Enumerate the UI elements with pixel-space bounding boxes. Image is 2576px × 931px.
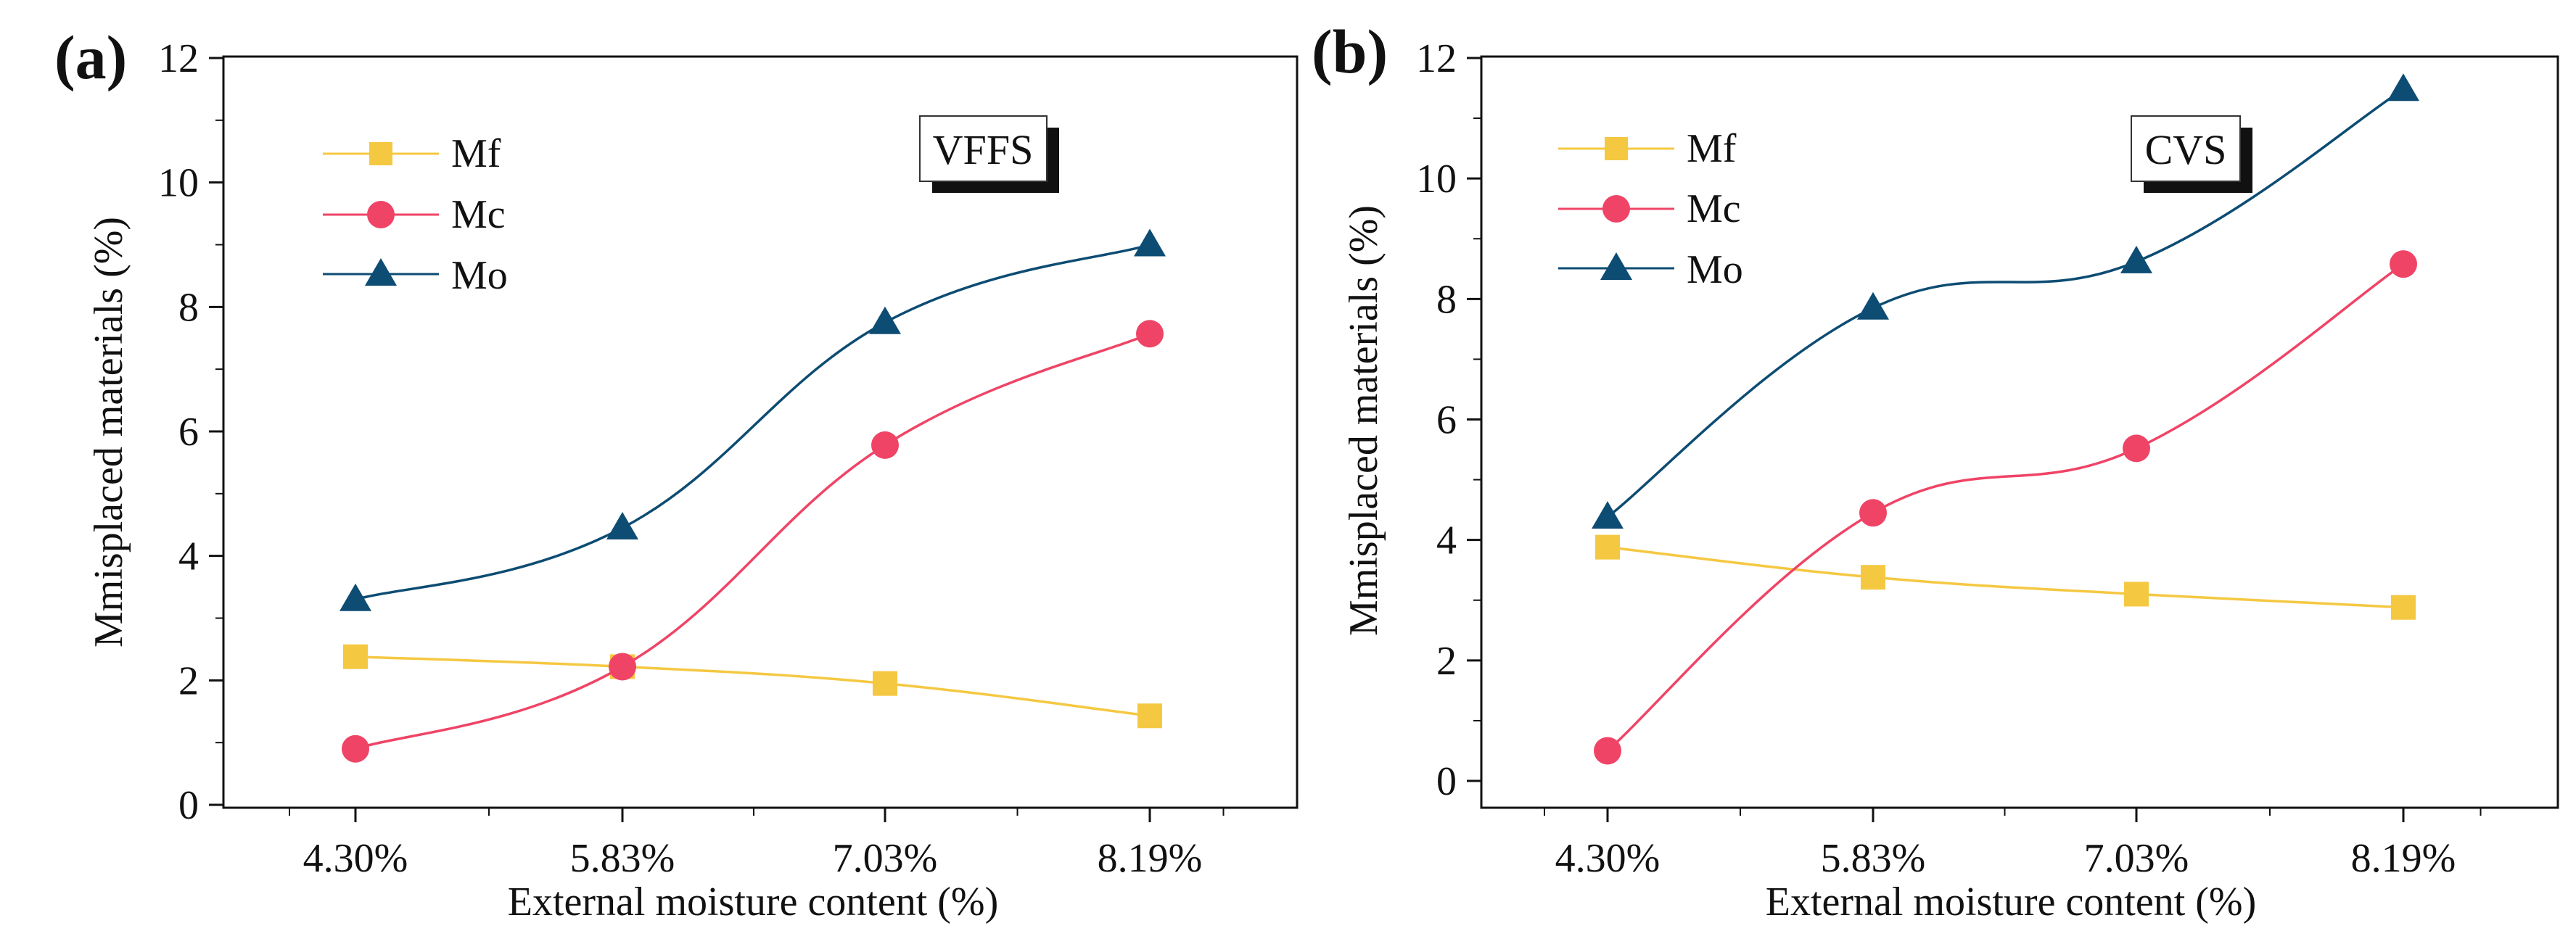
panel-b-legend-mc-marker <box>1602 195 1630 223</box>
panel-a-series-mf-line <box>355 655 1151 717</box>
panel-a-plot-frame <box>222 55 1299 809</box>
panel-b-series-mo-point <box>2120 245 2152 273</box>
panel-a-series-mc-line <box>355 332 1151 750</box>
panel-a-x-axis-title: External moisture content (%) <box>508 880 998 924</box>
panel-a-inset-text: VFFS <box>933 126 1034 173</box>
panel-b-x-tick-label: 5.83% <box>1821 836 1926 881</box>
panel-b-inset-box <box>2131 115 2241 182</box>
panel-b-y-axis-title: Mmisplaced materials (%) <box>1341 205 1386 636</box>
panel-b: (b) 0 2 4 6 8 10 12 4.30% 5.83% 7.03% 8.19% Exter… <box>1312 17 2559 924</box>
panel-a-y-tick-label: 4 <box>178 534 199 579</box>
panel-a-y-tick-label: 6 <box>178 410 199 455</box>
panel-a-legend-mc-label: Mc <box>451 192 506 237</box>
panel-b-series-mo-line <box>1606 88 2404 518</box>
panel-b-y-tick-label: 8 <box>1436 277 1457 322</box>
panel-a-y-axis: 0 2 4 6 8 10 12 <box>158 36 223 828</box>
panel-a-legend-mf-label: Mf <box>451 131 501 176</box>
panel-b-label: (b) <box>1312 17 1388 86</box>
panel-a-series-mo-point <box>1134 228 1166 257</box>
panel-b-x-axis-title: External moisture content (%) <box>1766 880 2256 924</box>
panel-b-plot-frame <box>1480 55 2559 809</box>
panel-a-series-mo-line <box>355 243 1151 601</box>
panel-b-y-tick-label: 6 <box>1436 398 1457 443</box>
panel-a: (a) 0 2 4 6 8 10 12 4.30% 5.83% 7.03% 8.19% Exter… <box>54 22 1299 924</box>
panel-b-y-tick-label: 0 <box>1436 759 1457 804</box>
panel-b-y-tick-label: 2 <box>1436 639 1457 684</box>
panel-a-series-mc-point <box>609 653 636 681</box>
panel-b-series-mf-point <box>1595 534 1620 560</box>
panel-b-series-mc-point <box>2123 434 2150 463</box>
panel-a-series-mc-point <box>1136 320 1164 348</box>
panel-a-y-tick-label: 8 <box>178 285 199 330</box>
panel-b-series-mo-point <box>2387 73 2419 102</box>
panel-b-x-tick-label: 8.19% <box>2351 836 2456 881</box>
panel-b-series-mo-point <box>1592 501 1624 529</box>
panel-a-inset-label-box: VFFS <box>919 115 1059 193</box>
panel-a-legend-mo-label: Mo <box>451 253 508 298</box>
panel-a-x-tick-label: 8.19% <box>1098 836 1203 881</box>
panel-a-legend-mc-marker <box>367 201 395 228</box>
panel-a-series-mc-point <box>871 431 899 459</box>
panel-a-label: (a) <box>54 22 127 92</box>
panel-a-series-mo-point <box>606 512 638 540</box>
panel-b-legend-mc-label: Mc <box>1687 186 1741 231</box>
panel-a-y-tick-label: 10 <box>158 161 199 206</box>
panel-a-legend: Mf Mc Mo <box>323 131 508 298</box>
panel-a-series-mf-point <box>873 671 897 696</box>
panel-b-series-mf-line <box>1607 545 2404 609</box>
panel-a-x-axis: 4.30% 5.83% 7.03% 8.19% <box>289 808 1225 881</box>
panel-a-series-mo-point <box>869 306 901 334</box>
panel-a-x-tick-label: 4.30% <box>303 836 408 881</box>
panel-b-legend-mf-marker <box>1605 137 1628 160</box>
panel-b-series-mc-point <box>1594 737 1621 765</box>
panel-b-series-mf-point <box>1861 565 1885 590</box>
panel-a-y-tick-label: 0 <box>178 783 199 828</box>
panel-b-inset-text: CVS <box>2145 126 2227 173</box>
panel-a-series-mc-point <box>342 735 369 763</box>
panel-a-inset-box <box>919 115 1048 182</box>
panel-a-y-axis-title: Mmisplaced materials (%) <box>86 217 131 647</box>
panel-b-legend: Mf Mc Mo <box>1558 126 1743 292</box>
panel-a-legend-mo-marker <box>365 258 397 286</box>
panel-b-y-axis: 0 2 4 6 8 10 12 <box>1416 36 1481 804</box>
panel-a-series-mf-point <box>343 644 368 669</box>
panel-a-y-tick-label: 2 <box>178 658 199 703</box>
panel-b-x-axis: 4.30% 5.83% 7.03% 8.19% <box>1544 808 2482 881</box>
panel-b-series-mf-point <box>2124 582 2149 607</box>
panel-b-y-tick-label: 4 <box>1436 518 1457 563</box>
panel-b-x-tick-label: 7.03% <box>2084 836 2189 881</box>
panel-b-series-mo-point <box>1857 291 1889 320</box>
panel-a-x-tick-label: 5.83% <box>570 836 675 881</box>
panel-b-y-tick-label: 12 <box>1416 36 1457 81</box>
panel-a-legend-mf-marker <box>369 142 392 165</box>
panel-b-series <box>1592 73 2419 765</box>
panel-b-series-mc-line <box>1606 262 2404 752</box>
panel-a-series-mf-point <box>1137 703 1162 729</box>
panel-a-x-tick-label: 7.03% <box>833 836 938 881</box>
panel-a-y-tick-label: 12 <box>158 36 199 81</box>
panel-a-series <box>340 228 1166 763</box>
panel-b-legend-mo-label: Mo <box>1687 247 1743 292</box>
panel-b-series-mc-point <box>1859 499 1887 527</box>
panel-b-x-tick-label: 4.30% <box>1555 836 1661 881</box>
panel-b-legend-mo-marker <box>1600 252 1632 280</box>
panel-b-series-mf-point <box>2391 595 2416 620</box>
panel-b-legend-mf-label: Mf <box>1687 126 1737 171</box>
panel-b-series-mc-point <box>2390 250 2417 278</box>
panel-a-series-mo-point <box>340 583 371 611</box>
panel-b-inset-label-box: CVS <box>2131 115 2252 193</box>
panel-b-y-tick-label: 10 <box>1416 157 1457 202</box>
